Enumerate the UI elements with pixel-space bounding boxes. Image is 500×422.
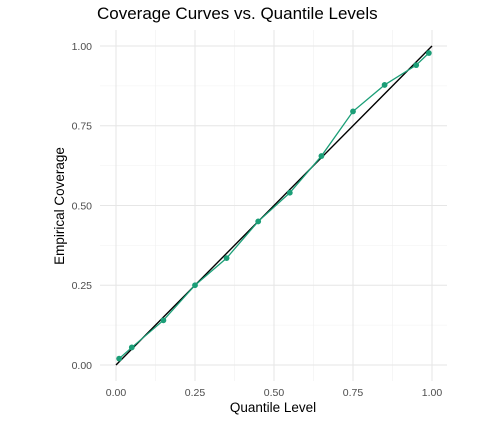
y-axis-title: Empirical Coverage bbox=[52, 147, 67, 265]
x-axis-title: Quantile Level bbox=[230, 400, 316, 415]
y-tick-label: 0.75 bbox=[72, 121, 93, 133]
data-point bbox=[350, 108, 356, 115]
y-tick-labels: 0.00 0.25 0.50 0.75 1.00 bbox=[72, 41, 93, 372]
reference-line-layer bbox=[115, 45, 433, 366]
data-point bbox=[116, 355, 123, 362]
y-tick-label: 0.00 bbox=[72, 360, 93, 372]
data-point bbox=[128, 344, 135, 351]
series-layer bbox=[116, 50, 432, 362]
y-tick-label: 0.50 bbox=[72, 200, 93, 212]
data-point bbox=[318, 153, 325, 159]
y-tick-label: 1.00 bbox=[72, 41, 93, 53]
x-tick-label: 0.00 bbox=[106, 387, 127, 399]
data-point bbox=[255, 218, 262, 225]
data-point bbox=[192, 282, 198, 289]
y-tick-label: 0.25 bbox=[72, 280, 93, 292]
x-tick-label: 0.50 bbox=[264, 387, 285, 399]
data-point bbox=[160, 317, 167, 324]
data-point bbox=[425, 50, 432, 56]
data-point bbox=[381, 82, 388, 88]
major-gridlines bbox=[100, 30, 447, 381]
data-point bbox=[286, 189, 293, 196]
x-tick-label: 0.25 bbox=[185, 387, 206, 399]
x-tick-label: 0.75 bbox=[343, 387, 364, 399]
reference-line bbox=[115, 45, 433, 366]
x-tick-label: 1.00 bbox=[422, 387, 443, 399]
x-tick-labels: 0.00 0.25 0.50 0.75 1.00 bbox=[106, 387, 443, 399]
series-line bbox=[118, 52, 430, 360]
data-point bbox=[413, 62, 420, 69]
data-point bbox=[223, 255, 230, 262]
chart-title: Coverage Curves vs. Quantile Levels bbox=[97, 4, 378, 23]
